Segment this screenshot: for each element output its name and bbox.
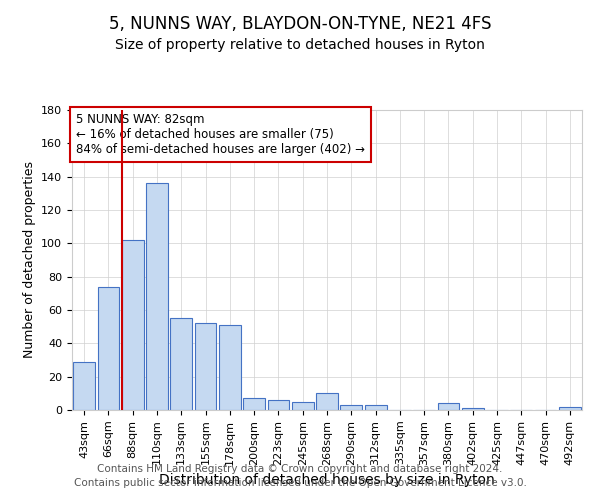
X-axis label: Distribution of detached houses by size in Ryton: Distribution of detached houses by size … (159, 473, 495, 487)
Bar (97, 286, 119, 410)
Bar (219, 325, 241, 410)
Bar (73, 362, 95, 410)
Bar (365, 405, 386, 410)
Text: Contains HM Land Registry data © Crown copyright and database right 2024.
Contai: Contains HM Land Registry data © Crown c… (74, 464, 526, 487)
Bar (268, 400, 289, 410)
Bar (316, 394, 338, 410)
Text: 5, NUNNS WAY, BLAYDON-ON-TYNE, NE21 4FS: 5, NUNNS WAY, BLAYDON-ON-TYNE, NE21 4FS (109, 15, 491, 33)
Bar (340, 405, 362, 410)
Text: Size of property relative to detached houses in Ryton: Size of property relative to detached ho… (115, 38, 485, 52)
Y-axis label: Number of detached properties: Number of detached properties (23, 162, 35, 358)
Bar (292, 402, 314, 410)
Bar (243, 398, 265, 410)
Bar (146, 184, 168, 410)
Bar (559, 406, 581, 410)
Bar (170, 318, 192, 410)
Bar (437, 404, 460, 410)
Text: 5 NUNNS WAY: 82sqm
← 16% of detached houses are smaller (75)
84% of semi-detache: 5 NUNNS WAY: 82sqm ← 16% of detached hou… (76, 114, 365, 156)
Bar (462, 408, 484, 410)
Bar (122, 240, 143, 410)
Bar (194, 324, 217, 410)
